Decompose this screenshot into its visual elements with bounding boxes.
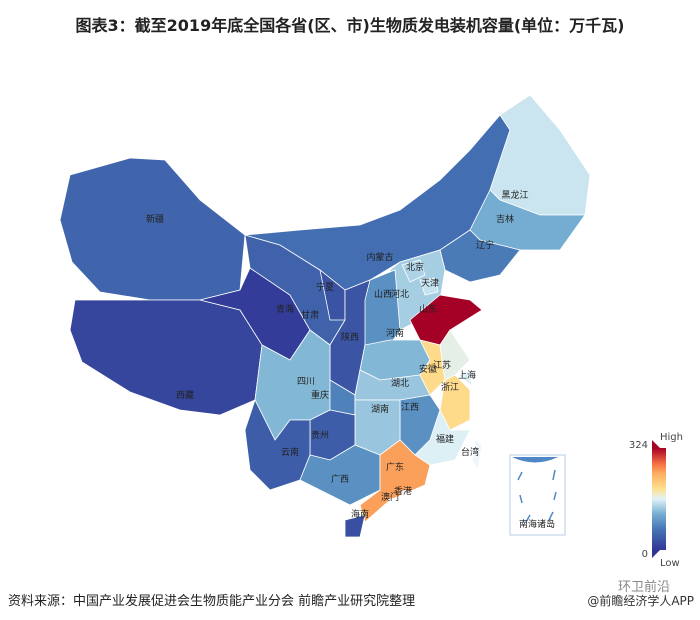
region-11[interactable] <box>401 259 426 283</box>
region-label: 澳门 <box>381 491 399 503</box>
region-label: 海南 <box>351 508 369 520</box>
region-label: 河南 <box>386 327 404 339</box>
region-label: 安徽 <box>419 363 437 375</box>
region-label: 江苏 <box>433 359 451 371</box>
region-label: 陕西 <box>341 331 359 343</box>
legend-low-handle[interactable] <box>652 550 660 558</box>
region-label: 山西 <box>374 289 392 300</box>
region-label: 青海 <box>276 303 294 315</box>
region-label: 西藏 <box>176 389 194 401</box>
region-label: 山东 <box>419 303 437 315</box>
region-label: 北京 <box>406 261 424 273</box>
region-label: 江西 <box>401 402 419 413</box>
legend-label: 324 <box>629 440 648 451</box>
region-1[interactable] <box>69 299 263 416</box>
legend-label: High <box>660 432 683 443</box>
island-mark <box>548 511 554 521</box>
region-label: 贵州 <box>311 429 329 441</box>
region-33[interactable] <box>387 497 393 504</box>
region-label: 四川 <box>297 377 315 387</box>
region-29[interactable] <box>414 408 471 466</box>
region-32[interactable] <box>399 489 407 497</box>
legend-label: Low <box>660 558 680 569</box>
watermark-app: @前瞻经济学人APP <box>587 594 694 608</box>
region-label: 广东 <box>386 461 404 473</box>
region-30[interactable] <box>344 514 366 538</box>
region-label: 河北 <box>391 288 409 300</box>
region-label: 福建 <box>436 433 454 445</box>
region-20[interactable] <box>439 329 471 381</box>
island-mark <box>553 491 557 501</box>
island-mark <box>525 514 531 523</box>
legend-gradient-bar <box>652 448 666 550</box>
region-31[interactable] <box>471 439 483 472</box>
region-label: 宁夏 <box>316 281 334 293</box>
region-label: 黑龙江 <box>501 189 528 201</box>
region-21[interactable] <box>457 371 473 387</box>
region-label: 吉林 <box>496 213 514 225</box>
south-sea-inset: 南海诸岛 <box>509 454 566 536</box>
region-label: 甘肃 <box>301 309 319 321</box>
region-label: 台湾 <box>461 446 479 458</box>
region-label: 湖南 <box>371 403 389 415</box>
island-mark <box>519 494 523 504</box>
island-mark <box>552 469 556 481</box>
legend-label: 0 <box>642 549 648 560</box>
region-label: 重庆 <box>311 389 329 401</box>
map-title: 图表3：截至2019年底全国各省(区、市)生物质发电装机容量(单位：万千瓦) <box>75 16 625 35</box>
source-note: 资料来源：中国产业发展促进会生物质能产业分会 前瞻产业研究院整理 <box>8 594 416 609</box>
region-label: 浙江 <box>441 381 459 393</box>
watermark-wechat: 环卫前沿 <box>617 580 670 595</box>
color-legend: 324 0 High Low <box>629 432 683 569</box>
legend-high-handle[interactable] <box>652 440 660 448</box>
region-label: 广西 <box>331 473 349 485</box>
region-12[interactable] <box>419 277 439 296</box>
region-label: 内蒙古 <box>366 251 393 263</box>
region-label: 云南 <box>281 446 299 458</box>
region-28[interactable] <box>359 439 431 523</box>
island-mark <box>517 471 523 481</box>
region-label: 辽宁 <box>476 239 494 251</box>
region-label: 湖北 <box>391 378 409 389</box>
region-label: 天津 <box>421 278 439 289</box>
region-label: 香港 <box>394 485 412 497</box>
region-label: 新疆 <box>146 213 164 225</box>
region-0[interactable] <box>59 157 246 301</box>
region-label: 上海 <box>458 369 476 381</box>
inset-label: 南海诸岛 <box>519 518 555 530</box>
